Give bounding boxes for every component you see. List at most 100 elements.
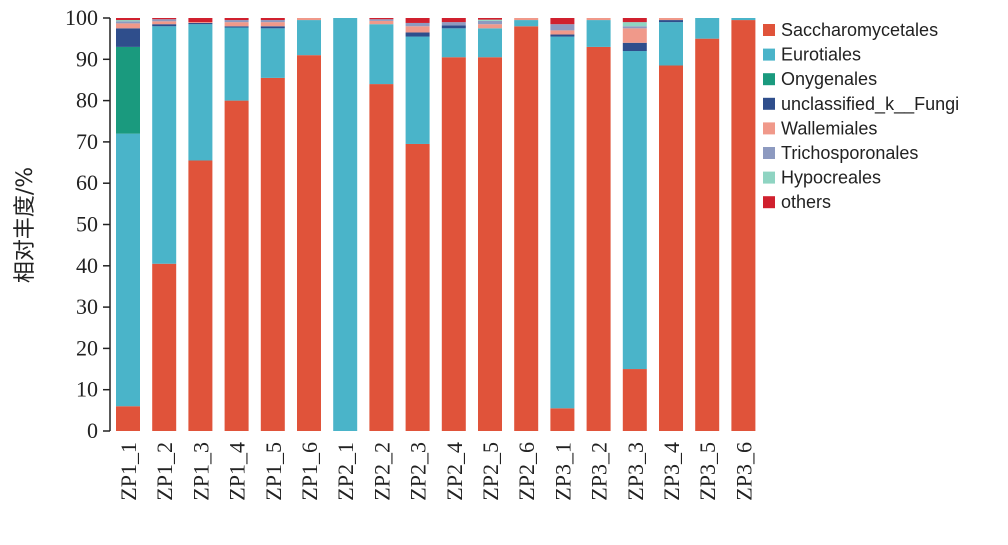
bar-segment-eurotiales-zp2_3 <box>405 36 430 144</box>
bar-segment-saccharomycetales-zp1_4 <box>224 100 249 431</box>
bar-segment-wallemiales-zp2_6 <box>514 18 539 21</box>
x-tick-label: ZP2_6 <box>514 442 539 501</box>
y-axis-label: 相对丰度/% <box>13 167 38 283</box>
bar-segment-eurotiales-zp2_2 <box>369 24 394 85</box>
x-tick-label: ZP1_1 <box>116 442 141 501</box>
bar-segment-saccharomycetales-zp3_3 <box>622 369 647 431</box>
legend-label: others <box>781 192 831 212</box>
bar-segment-eurotiales-zp3_3 <box>622 51 647 370</box>
bar-segment-eurotiales-zp2_6 <box>514 20 539 27</box>
bar-segment-saccharomycetales-zp2_2 <box>369 84 394 431</box>
x-tick-label: ZP1_5 <box>261 442 286 501</box>
x-tick-label: ZP3_2 <box>587 442 612 501</box>
bar-segment-wallemiales-zp1_4 <box>224 22 249 27</box>
x-tick-label: ZP3_1 <box>550 442 575 501</box>
bar-segment-saccharomycetales-zp3_5 <box>695 38 720 432</box>
legend-label: Onygenales <box>781 69 877 89</box>
bar-segment-wallemiales-zp1_1 <box>116 23 140 29</box>
bar-segment-wallemiales-zp1_5 <box>260 22 285 27</box>
bar-segment-onygenales-zp1_1 <box>116 46 140 134</box>
bar-segment-others-zp1_5 <box>260 18 285 21</box>
x-tick-label: ZP2_2 <box>369 442 394 501</box>
bar-segment-others-zp3_3 <box>622 18 647 23</box>
x-tick-label: ZP1_2 <box>152 442 177 501</box>
bar-segment-saccharomycetales-zp2_3 <box>405 143 430 431</box>
y-tick-label: 60 <box>76 170 98 195</box>
legend-label: Hypocreales <box>781 168 881 188</box>
legend-swatch <box>763 73 775 86</box>
bar-segment-eurotiales-zp1_3 <box>188 24 213 161</box>
y-tick-label: 50 <box>76 212 98 237</box>
bar-segment-saccharomycetales-zp3_4 <box>659 65 683 432</box>
bar-segment-saccharomycetales-zp3_1 <box>550 408 575 431</box>
legend-label: Saccharomycetales <box>781 20 938 40</box>
bar-segment-others-zp2_5 <box>478 18 502 20</box>
bar-segment-wallemiales-zp1_3 <box>188 22 213 23</box>
bar-segment-unclassified-k-fungi-zp3_1 <box>550 34 575 37</box>
legend-swatch <box>763 196 775 209</box>
bar-segment-eurotiales-zp1_2 <box>152 26 177 264</box>
bar-segment-trichosporonales-zp2_4 <box>441 22 466 26</box>
bar-segment-saccharomycetales-zp1_6 <box>297 55 321 432</box>
y-tick-label: 90 <box>76 46 98 71</box>
axes: 0 10 20 30 40 50 60 70 80 90 100 ZP1_1 ZP1_2 ZP1_3 ZP1… <box>65 5 756 501</box>
bar-segment-unclassified-k-fungi-zp1_5 <box>260 26 285 29</box>
y-tick-label: 80 <box>76 88 98 113</box>
legend-swatch <box>763 48 775 61</box>
y-tick-label: 0 <box>87 418 98 443</box>
bar-segment-eurotiales-zp2_1 <box>333 18 358 431</box>
y-tick-label: 40 <box>76 253 98 278</box>
x-tick-label: ZP3_6 <box>731 442 756 501</box>
bar-segment-eurotiales-zp2_4 <box>441 28 466 58</box>
bar-segment-unclassified-k-fungi-zp1_4 <box>224 26 249 28</box>
bar-segment-saccharomycetales-zp3_2 <box>586 46 611 431</box>
bar-segment-trichosporonales-zp1_1 <box>116 21 140 24</box>
bar-segment-others-zp1_4 <box>224 18 249 21</box>
bar-segment-eurotiales-zp3_4 <box>659 22 683 66</box>
bar-segment-eurotiales-zp1_4 <box>224 27 249 101</box>
bar-segment-eurotiales-zp3_1 <box>550 36 575 409</box>
bar-segment-unclassified-k-fungi-zp2_3 <box>405 32 430 37</box>
bar-segment-others-zp3_1 <box>550 18 575 25</box>
x-tick-label: ZP2_4 <box>442 442 467 501</box>
bar-segment-trichosporonales-zp2_2 <box>369 19 394 21</box>
bar-segment-saccharomycetales-zp2_6 <box>514 26 539 431</box>
bar-segment-hypocreales-zp3_3 <box>622 22 647 27</box>
bar-segment-unclassified-k-fungi-zp3_3 <box>622 42 647 52</box>
bar-segment-trichosporonales-zp2_3 <box>405 22 430 27</box>
x-tick-label: ZP1_6 <box>297 442 322 501</box>
legend-label: Eurotiales <box>781 45 861 65</box>
bar-segment-eurotiales-zp1_1 <box>116 133 140 407</box>
bar-segment-others-zp1_3 <box>188 18 213 23</box>
legend-label: Trichosporonales <box>781 143 918 163</box>
bar-segment-wallemiales-zp3_2 <box>586 18 611 21</box>
bar-segment-others-zp2_2 <box>369 18 394 20</box>
bar-segment-others-zp1_2 <box>152 18 177 20</box>
bar-segment-saccharomycetales-zp2_5 <box>478 57 502 432</box>
bar-segment-wallemiales-zp1_2 <box>152 21 177 25</box>
bar-segment-saccharomycetales-zp2_4 <box>441 57 466 432</box>
legend-label: Wallemiales <box>781 118 877 138</box>
bar-segment-saccharomycetales-zp1_3 <box>188 160 213 432</box>
x-tick-label: ZP2_5 <box>478 442 503 501</box>
legend-swatch <box>763 24 775 36</box>
legend-label: unclassified_k__Fungi <box>781 94 959 115</box>
bar-segment-trichosporonales-zp1_2 <box>152 19 177 22</box>
legend: Saccharomycetales Eurotiales Onygenales unc… <box>763 20 959 212</box>
bar-segment-hypocreales-zp2_5 <box>478 19 502 21</box>
x-tick-label: ZP3_3 <box>623 442 648 501</box>
y-tick-label: 100 <box>65 5 98 30</box>
bar-segment-eurotiales-zp1_6 <box>297 20 321 56</box>
bar-segment-eurotiales-zp1_5 <box>260 28 285 78</box>
bar-segment-wallemiales-zp2_5 <box>478 24 502 29</box>
bar-segment-unclassified-k-fungi-zp3_4 <box>659 20 683 23</box>
bar-segment-trichosporonales-zp3_3 <box>622 26 647 29</box>
bar-segment-eurotiales-zp2_5 <box>478 28 502 58</box>
bar-segment-others-zp2_4 <box>441 18 466 23</box>
bar-segment-wallemiales-zp3_1 <box>550 30 575 35</box>
y-tick-label: 20 <box>76 335 98 360</box>
x-tick-label: ZP3_4 <box>659 442 684 501</box>
bar-segment-others-zp1_1 <box>116 18 140 21</box>
legend-swatch <box>763 171 775 184</box>
